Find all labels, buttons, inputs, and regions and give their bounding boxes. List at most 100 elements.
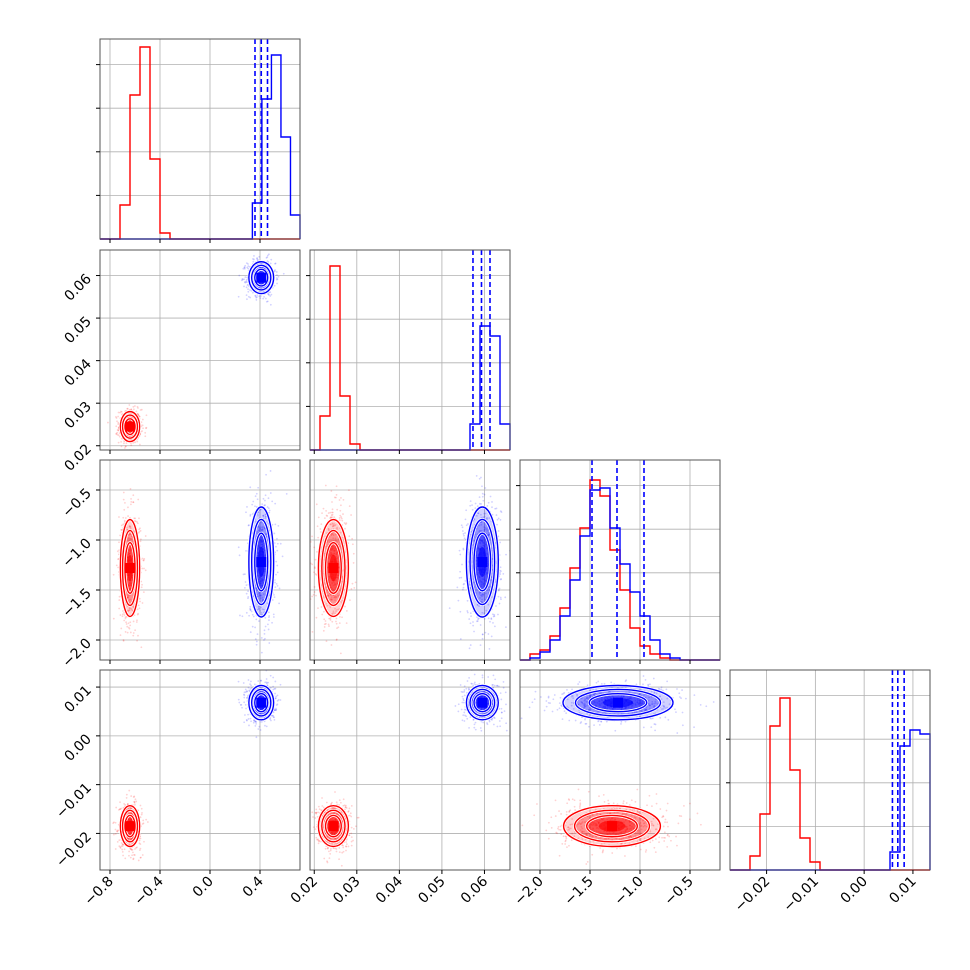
scatter-point-series-2 [471,504,473,507]
scatter-point-series-1 [120,528,123,531]
scatter-point-series-2 [263,574,266,577]
scatter-point-series-1 [127,819,130,821]
scatter-point-series-2 [243,587,246,589]
scatter-point-series-2 [241,615,244,618]
scatter-point-series-2 [263,527,266,529]
scatter-point-series-1 [324,484,327,487]
scatter-point-series-2 [262,578,264,581]
scatter-point-series-1 [332,525,335,528]
scatter-point-series-1 [137,859,140,862]
scatter-point-series-1 [127,553,130,556]
scatter-point-series-2 [255,720,257,723]
scatter-point-series-2 [255,506,258,508]
scatter-point-series-1 [328,576,331,578]
scatter-point-series-2 [475,559,478,562]
scatter-point-series-1 [340,601,343,604]
scatter-point-series-2 [484,579,487,582]
scatter-point-series-2 [492,615,495,618]
scatter-point-series-2 [239,703,242,706]
scatter-point-series-2 [486,560,489,563]
scatter-point-series-2 [480,529,483,532]
scatter-point-series-1 [139,540,142,543]
scatter-point-series-2 [249,608,252,611]
scatter-point-series-2 [245,611,248,614]
scatter-point-series-1 [130,549,133,552]
scatter-point-series-2 [261,528,264,531]
scatter-point-series-2 [267,293,270,296]
scatter-point-series-2 [261,580,264,583]
scatter-point-series-2 [500,511,503,514]
scatter-point-series-2 [261,579,264,582]
scatter-point-series-2 [270,293,273,296]
scatter-point-series-2 [277,275,280,278]
scatter-point-series-2 [499,510,502,513]
scatter-point-series-1 [136,619,138,622]
scatter-point-series-1 [136,613,139,616]
scatter-point-series-1 [329,551,332,554]
scatter-point-series-1 [334,661,336,663]
scatter-point-series-1 [339,509,342,512]
scatter-point-series-1 [333,552,336,555]
scatter-point-series-1 [128,588,131,590]
scatter-point-series-2 [262,497,265,500]
scatter-point-series-1 [133,795,136,798]
scatter-point-series-1 [140,408,143,411]
scatter-point-series-2 [481,495,484,498]
scatter-point-series-1 [320,606,323,608]
scatter-point-series-1 [120,440,122,443]
scatter-point-series-2 [256,571,259,574]
scatter-point-series-1 [120,410,123,413]
scatter-point-series-2 [257,545,259,548]
scatter-point-series-2 [476,573,479,576]
scatter-point-series-2 [261,584,264,587]
scatter-point-series-2 [279,542,282,545]
scatter-point-series-2 [260,543,263,546]
scatter-point-series-1 [121,843,124,846]
scatter-point-series-2 [477,618,479,621]
scatter-point-series-2 [249,607,252,610]
scatter-point-series-2 [252,258,254,260]
scatter-point-series-1 [127,831,130,834]
scatter-point-series-2 [246,298,248,301]
scatter-point-series-2 [488,585,491,588]
scatter-point-series-1 [128,550,131,552]
scatter-point-series-1 [330,586,333,589]
scatter-point-series-1 [330,516,333,519]
scatter-point-series-1 [133,854,135,856]
scatter-point-series-2 [261,608,264,611]
scatter-point-series-2 [254,725,257,727]
scatter-point-series-1 [320,523,323,526]
scatter-point-series-2 [241,277,244,280]
scatter-point-series-1 [328,535,331,538]
scatter-point-series-1 [132,606,135,609]
scatter-point-series-1 [126,625,129,628]
scatter-point-series-1 [128,552,131,555]
scatter-point-series-1 [136,522,139,525]
scatter-point-series-2 [260,594,263,597]
scatter-point-series-1 [126,596,129,599]
scatter-point-series-2 [253,258,255,261]
scatter-point-series-1 [329,606,332,609]
scatter-point-series-2 [264,515,267,518]
scatter-point-series-2 [491,549,493,552]
scatter-point-series-2 [261,707,264,710]
scatter-point-series-2 [486,548,489,551]
scatter-point-series-1 [130,818,133,821]
scatter-point-series-2 [483,578,485,581]
scatter-point-series-1 [116,550,119,553]
scatter-point-series-2 [243,721,246,724]
scatter-point-series-1 [344,523,347,526]
scatter-point-series-1 [130,444,133,447]
scatter-point-series-1 [136,846,138,849]
scatter-point-series-2 [258,594,261,597]
scatter-point-series-1 [338,615,341,618]
scatter-point-series-2 [479,644,482,647]
scatter-point-series-2 [264,515,267,518]
scatter-point-series-2 [255,492,258,495]
scatter-point-series-2 [477,547,480,550]
scatter-point-series-1 [130,547,132,550]
scatter-point-series-1 [304,593,306,595]
scatter-point-series-2 [275,277,278,279]
scatter-point-series-2 [269,295,272,297]
scatter-point-series-2 [495,605,497,607]
